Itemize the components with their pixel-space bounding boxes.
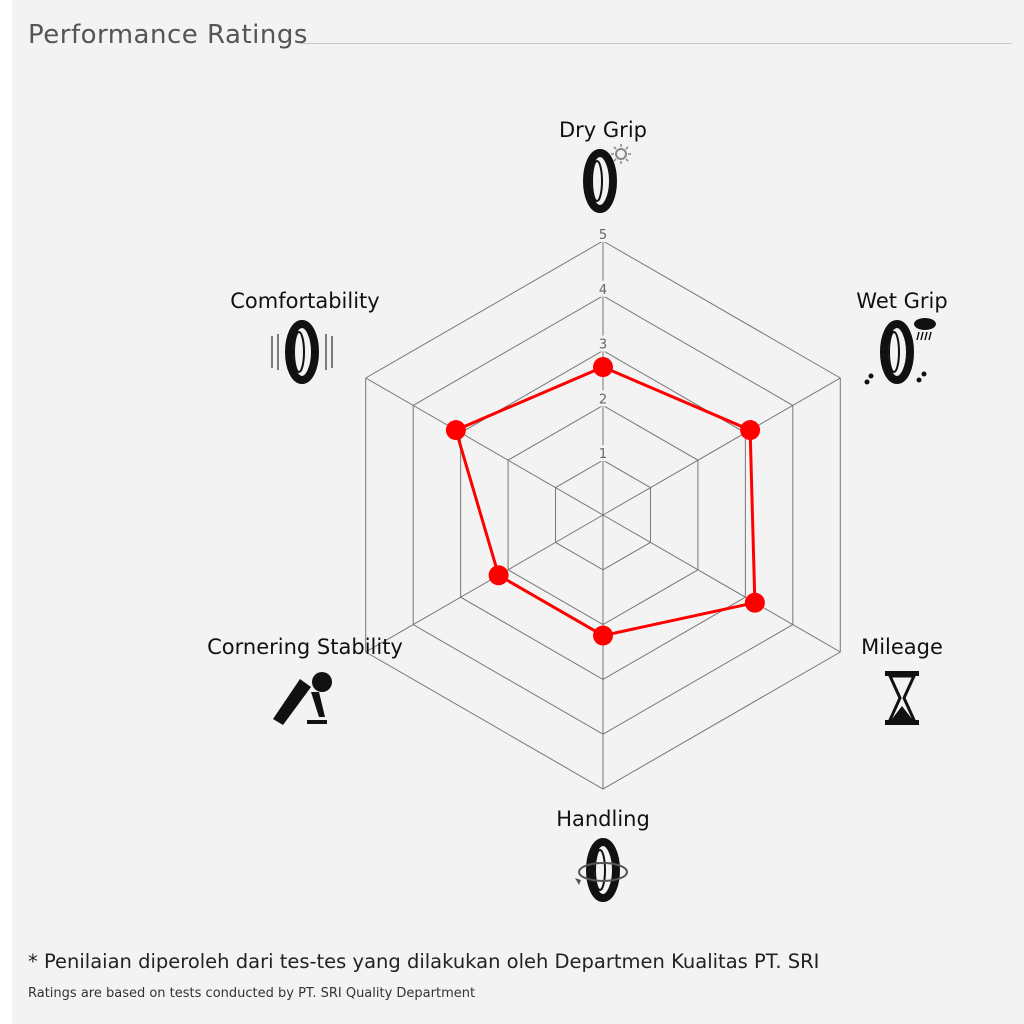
tick-label-4: 4: [599, 283, 607, 298]
radar-axis-labels: Dry Grip Wet Grip Mileage Handling Cornering…: [207, 118, 948, 831]
tick-label-bg: [597, 445, 609, 462]
spoke-wet-grip: [602, 377, 841, 516]
tick-label-bg: [597, 280, 609, 297]
tick-label-3: 3: [599, 338, 607, 353]
radar-axis-icons: [271, 144, 936, 902]
tire-vibration-icon: [271, 320, 333, 384]
title-divider: [300, 43, 1012, 44]
motorcycle-rider-icon: [273, 672, 332, 725]
section-title: Performance Ratings: [28, 20, 308, 50]
rating-note-indonesian: * Penilaian diperoleh dari tes-tes yang …: [28, 950, 820, 973]
spoke-comfortability: [365, 377, 604, 516]
axis-label-wet-grip: Wet Grip: [856, 289, 947, 313]
data-point-mileage: [744, 592, 765, 613]
axis-label-mileage: Mileage: [861, 635, 943, 659]
radar-series: [445, 357, 765, 646]
radar-tick-labels: 1 2 3 4 5: [597, 226, 609, 462]
tick-label-2: 2: [599, 392, 607, 407]
tick-label-bg: [597, 390, 609, 407]
rating-note-english: Ratings are based on tests conducted by …: [28, 986, 476, 1001]
hourglass-icon: [885, 671, 919, 725]
tire-rotate-icon: [575, 838, 628, 902]
spoke-mileage: [602, 514, 841, 653]
axis-label-dry-grip: Dry Grip: [559, 118, 647, 142]
ratings-panel: [12, 0, 1024, 1024]
tire-sun-icon: [583, 144, 631, 213]
axis-label-cornering-stability: Cornering Stability: [207, 635, 403, 659]
tire-rain-icon: [864, 318, 936, 385]
tick-label-bg: [597, 226, 609, 242]
data-point-cornering-stability: [488, 565, 509, 586]
data-point-wet-grip: [740, 420, 761, 441]
tick-label-bg: [597, 335, 609, 352]
tick-label-5: 5: [599, 228, 607, 243]
spoke-cornering-stability: [365, 514, 604, 653]
tick-label-1: 1: [599, 447, 607, 462]
axis-label-comfortability: Comfortability: [230, 289, 379, 313]
data-point-handling: [593, 625, 613, 646]
data-point-dry-grip: [593, 357, 613, 378]
data-point-comfortability: [445, 420, 466, 441]
radar-spokes: [365, 241, 841, 789]
axis-label-handling: Handling: [556, 807, 650, 831]
